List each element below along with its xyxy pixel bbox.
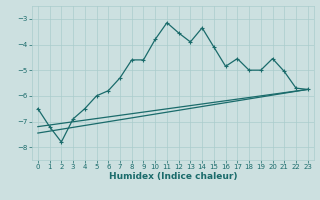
X-axis label: Humidex (Indice chaleur): Humidex (Indice chaleur) xyxy=(108,172,237,181)
